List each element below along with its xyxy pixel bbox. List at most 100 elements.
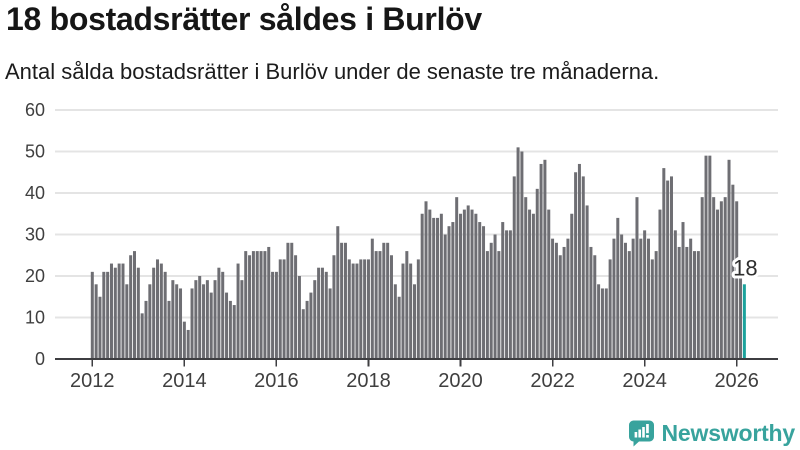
y-axis-label-20: 20 (25, 266, 45, 286)
x-axis-label-2018: 2018 (346, 370, 391, 392)
bar-month-131 (593, 255, 597, 358)
bar-month-6 (113, 267, 117, 358)
bar-month-118 (543, 159, 547, 358)
bar-month-36 (228, 300, 232, 358)
bar-month-103 (485, 251, 489, 358)
bar-month-7 (117, 263, 121, 358)
bar-month-56 (305, 300, 309, 358)
bar-month-76 (382, 242, 386, 358)
bar-month-92 (443, 234, 447, 358)
bar-month-99 (470, 209, 474, 358)
bar-month-126 (574, 172, 578, 358)
bar-month-152 (673, 230, 677, 358)
bar-month-74 (374, 251, 378, 358)
x-axis-label-2022: 2022 (530, 370, 575, 392)
bar-month-69 (355, 263, 359, 358)
bar-month-123 (562, 246, 566, 358)
bar-month-40 (244, 251, 248, 358)
bar-month-130 (589, 246, 593, 358)
bar-month-109 (508, 230, 512, 358)
bar-month-44 (259, 251, 263, 358)
bar-month-162 (712, 197, 716, 358)
bar-month-32 (213, 280, 217, 358)
bar-month-167 (731, 184, 735, 358)
y-axis-label-0: 0 (35, 349, 45, 369)
y-axis-label-50: 50 (25, 142, 45, 162)
bar-month-12 (136, 267, 140, 358)
bar-month-88 (428, 209, 432, 358)
bar-month-94 (451, 222, 455, 358)
bar-month-102 (482, 226, 486, 358)
bar-month-97 (462, 209, 466, 358)
bar-month-9 (125, 284, 129, 358)
bar-month-18 (159, 263, 163, 358)
bar-month-135 (608, 259, 612, 358)
bar-month-89 (432, 217, 436, 358)
bar-month-158 (696, 251, 700, 358)
bar-month-24 (182, 321, 186, 358)
bar-month-117 (539, 163, 543, 358)
bar-month-163 (716, 209, 720, 358)
bar-month-73 (370, 238, 374, 358)
bar-month-164 (719, 201, 723, 358)
bar-month-169 (739, 271, 743, 358)
bar-month-28 (198, 276, 202, 358)
latest-value-annotation: 18 (733, 255, 757, 280)
bar-month-90 (436, 217, 440, 358)
x-axis-line (55, 357, 778, 360)
bar-month-65 (340, 242, 344, 358)
bar-month-30 (205, 280, 209, 358)
bar-month-128 (581, 176, 585, 358)
bar-month-96 (459, 213, 463, 358)
bar-month-34 (221, 271, 225, 358)
bar-month-151 (669, 176, 673, 358)
bar-month-149 (662, 168, 666, 358)
bar-month-22 (175, 284, 179, 358)
bar-month-139 (623, 242, 627, 358)
bar-month-81 (401, 263, 405, 358)
bar-month-72 (366, 259, 370, 358)
bar-month-160 (704, 155, 708, 358)
bar-month-86 (420, 213, 424, 358)
bar-month-3 (102, 271, 106, 358)
bar-month-66 (343, 242, 347, 358)
bar-month-4 (106, 271, 110, 358)
bar-month-14 (144, 300, 148, 358)
bar-month-83 (409, 263, 413, 358)
bar-month-146 (650, 259, 654, 358)
bar-month-87 (424, 201, 428, 358)
bar-month-93 (447, 226, 451, 358)
bar-month-38 (236, 263, 240, 358)
bar-month-67 (347, 259, 351, 358)
bar-month-49 (278, 259, 282, 358)
bar-month-39 (240, 280, 244, 358)
newsworthy-bubble-bars-icon (628, 419, 655, 447)
y-axis-label-60: 60 (25, 100, 45, 120)
y-axis-label-30: 30 (25, 225, 45, 245)
bar-month-166 (727, 159, 731, 358)
bar-month-145 (646, 238, 650, 358)
bar-month-137 (616, 217, 620, 358)
x-axis-label-2016: 2016 (254, 370, 299, 392)
bar-month-23 (179, 288, 183, 358)
bar-month-153 (677, 246, 681, 358)
bar-month-147 (654, 251, 658, 358)
bar-month-124 (566, 238, 570, 358)
chart-subtitle: Antal sålda bostadsrätter i Burlöv under… (5, 59, 660, 84)
bar-month-41 (248, 255, 252, 358)
newsworthy-logo[interactable]: Newsworthy (628, 419, 795, 447)
bar-month-0 (90, 271, 94, 358)
x-axis-label-2026: 2026 (714, 370, 759, 392)
bar-month-80 (397, 296, 401, 358)
bar-month-20 (167, 300, 171, 358)
bar-month-101 (478, 222, 482, 358)
x-axis-label-2024: 2024 (622, 370, 667, 392)
bar-month-108 (505, 230, 509, 358)
bar-month-100 (474, 213, 478, 358)
bar-month-16 (152, 267, 156, 358)
bar-month-116 (535, 188, 539, 358)
bar-month-134 (604, 288, 608, 358)
bar-month-84 (413, 284, 416, 358)
bar-month-159 (700, 197, 704, 358)
bar-month-70 (359, 259, 363, 358)
